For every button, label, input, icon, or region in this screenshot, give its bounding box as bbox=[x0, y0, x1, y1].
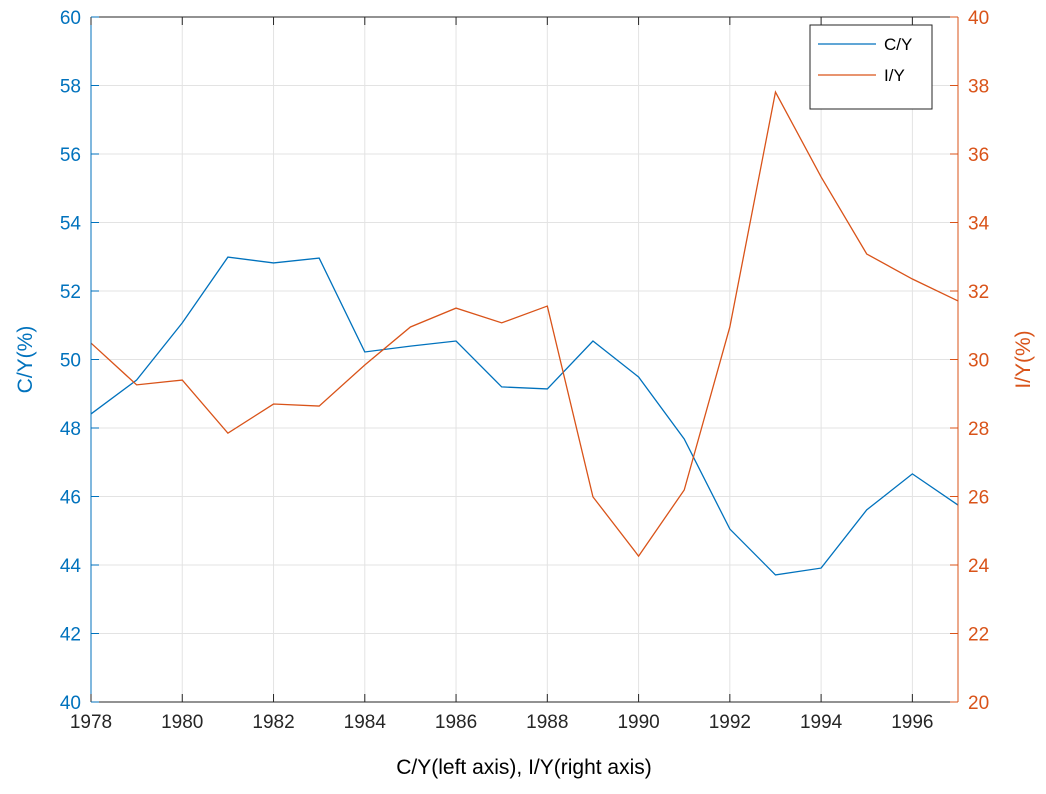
x-tick-label: 1984 bbox=[344, 712, 387, 733]
y-tick-label: 44 bbox=[60, 556, 82, 577]
x-tick-label: 1978 bbox=[70, 712, 112, 733]
y2-tick-label: 26 bbox=[968, 488, 989, 509]
legend-label: I/Y bbox=[884, 66, 905, 85]
y2-tick-label: 24 bbox=[968, 556, 990, 577]
y-tick-label: 60 bbox=[60, 8, 81, 29]
y-tick-label: 56 bbox=[60, 145, 81, 166]
y2-tick-label: 40 bbox=[968, 8, 989, 29]
y2-axis-label: I/Y(%) bbox=[1012, 330, 1035, 388]
x-axis-label: C/Y(left axis), I/Y(right axis) bbox=[396, 756, 652, 779]
x-tick-label: 1994 bbox=[800, 712, 843, 733]
y-tick-label: 40 bbox=[60, 693, 81, 714]
y2-tick-label: 36 bbox=[968, 145, 989, 166]
line-series bbox=[90, 90, 959, 558]
y-axis-label: C/Y(%) bbox=[14, 326, 37, 394]
y-tick-label: 46 bbox=[60, 488, 81, 509]
x-tick-label: 1988 bbox=[526, 712, 568, 733]
x-tick-label: 1992 bbox=[709, 712, 751, 733]
y2-tick-label: 20 bbox=[968, 693, 989, 714]
y2-tick-label: 34 bbox=[968, 214, 990, 235]
y2-tick-label: 30 bbox=[968, 351, 989, 372]
y-tick-label: 58 bbox=[60, 77, 81, 98]
x-tick-label: 1996 bbox=[891, 712, 933, 733]
x-tick-label: 1990 bbox=[617, 712, 659, 733]
x-tick-label: 1982 bbox=[252, 712, 294, 733]
y2-tick-label: 22 bbox=[968, 625, 989, 646]
y-tick-label: 52 bbox=[60, 282, 81, 303]
x-tick-label: 1986 bbox=[435, 712, 477, 733]
y-tick-label: 54 bbox=[60, 214, 82, 235]
legend-box bbox=[809, 24, 933, 110]
y-tick-label: 48 bbox=[60, 419, 81, 440]
x-tick-label: 1980 bbox=[161, 712, 203, 733]
line-series bbox=[90, 256, 959, 576]
y-tick-label: 42 bbox=[60, 625, 81, 646]
y-tick-label: 50 bbox=[60, 351, 81, 372]
y2-tick-label: 32 bbox=[968, 282, 989, 303]
y2-tick-label: 38 bbox=[968, 77, 989, 98]
y2-tick-label: 28 bbox=[968, 419, 989, 440]
legend-label: C/Y bbox=[884, 35, 912, 54]
